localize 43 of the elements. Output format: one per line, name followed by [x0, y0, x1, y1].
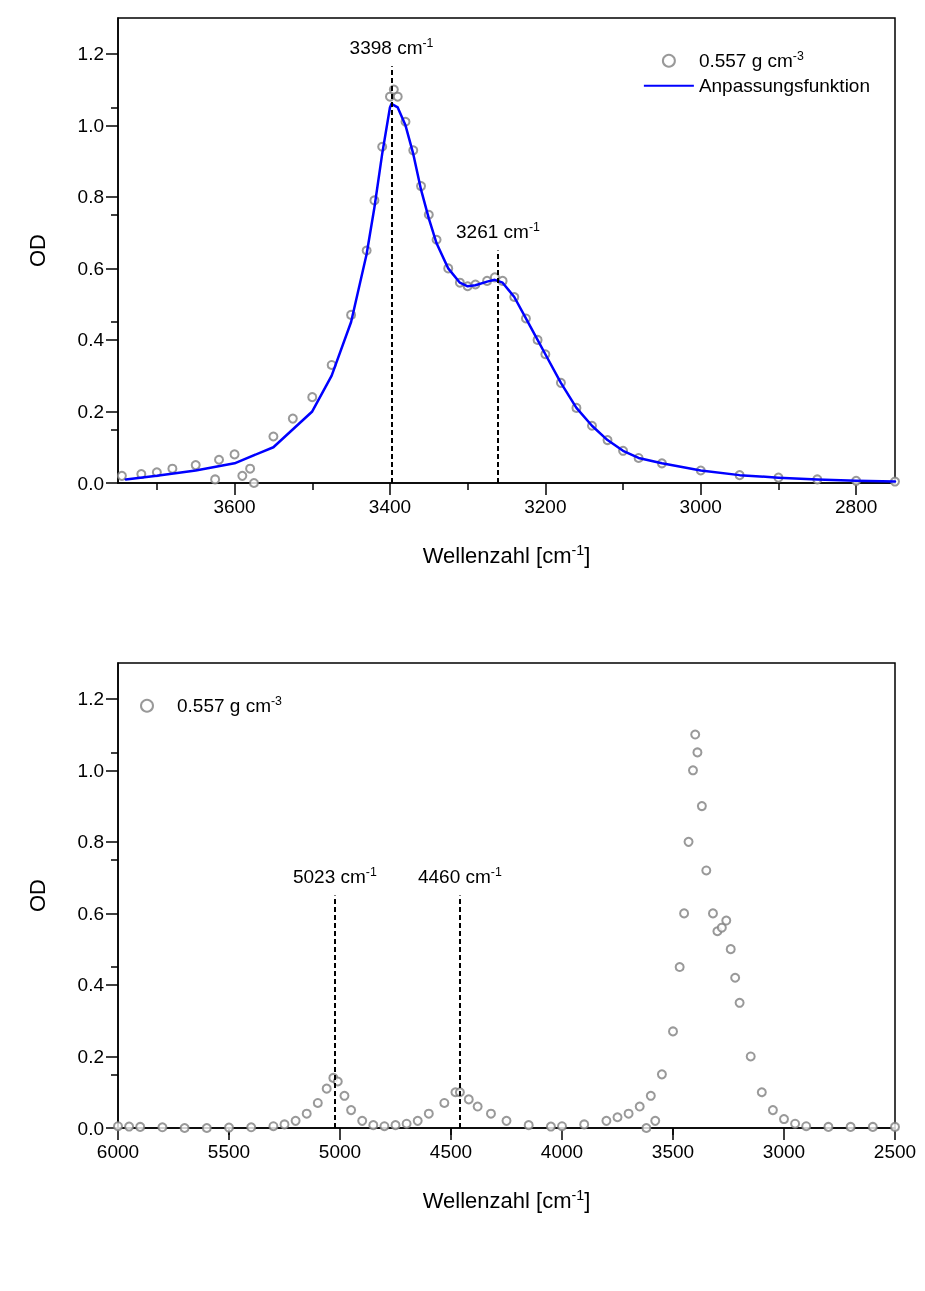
point	[248, 478, 259, 488]
x-tick-label: 3000	[762, 1141, 806, 1162]
y-axis-title: OD	[24, 234, 50, 267]
point	[116, 470, 127, 481]
y-tick-label: 0.0	[77, 1117, 104, 1139]
y-tick-label: 0.0	[77, 472, 104, 494]
x-tick-label: 3000	[679, 496, 722, 517]
y-axis-title: OD	[24, 879, 50, 912]
y-tick-label: 0.8	[77, 186, 104, 208]
point	[307, 392, 318, 403]
x-tick-label: 5500	[207, 1141, 251, 1162]
y-tick-label: 1.0	[77, 114, 104, 136]
point	[210, 474, 221, 485]
point	[214, 454, 225, 465]
x-tick-label: 3500	[651, 1141, 695, 1162]
y-tick-label: 0.2	[77, 1045, 104, 1067]
x-tick-label: 5000	[318, 1141, 362, 1162]
x-tick-label: 2800	[835, 496, 878, 517]
point	[287, 413, 298, 424]
y-tick-label: 0.4	[77, 974, 105, 996]
x-tick-label: 4500	[429, 1141, 473, 1162]
x-tick-label: 3200	[524, 496, 567, 517]
point	[237, 470, 248, 481]
point	[245, 463, 256, 474]
y-tick-label: 0.2	[77, 400, 104, 422]
y-tick-label: 1.0	[77, 759, 104, 781]
x-tick-label: 3400	[368, 496, 412, 517]
y-tick-label: 1.2	[77, 43, 104, 65]
legend-label: Anpassungsfunktion	[698, 75, 870, 97]
x-tick-label: 2500	[873, 1141, 917, 1162]
y-tick-label: 1.2	[77, 688, 104, 710]
point	[392, 91, 403, 102]
point	[190, 460, 201, 471]
x-tick-label: 4000	[540, 1141, 584, 1162]
y-tick-label: 0.8	[77, 831, 104, 853]
y-tick-label: 0.6	[77, 902, 104, 924]
y-tick-label: 0.4	[77, 329, 105, 351]
point	[167, 463, 178, 474]
point	[268, 431, 279, 442]
x-tick-label: 3600	[213, 496, 256, 517]
y-tick-label: 0.6	[77, 257, 104, 279]
point	[229, 449, 240, 460]
x-tick-label: 6000	[96, 1141, 140, 1162]
